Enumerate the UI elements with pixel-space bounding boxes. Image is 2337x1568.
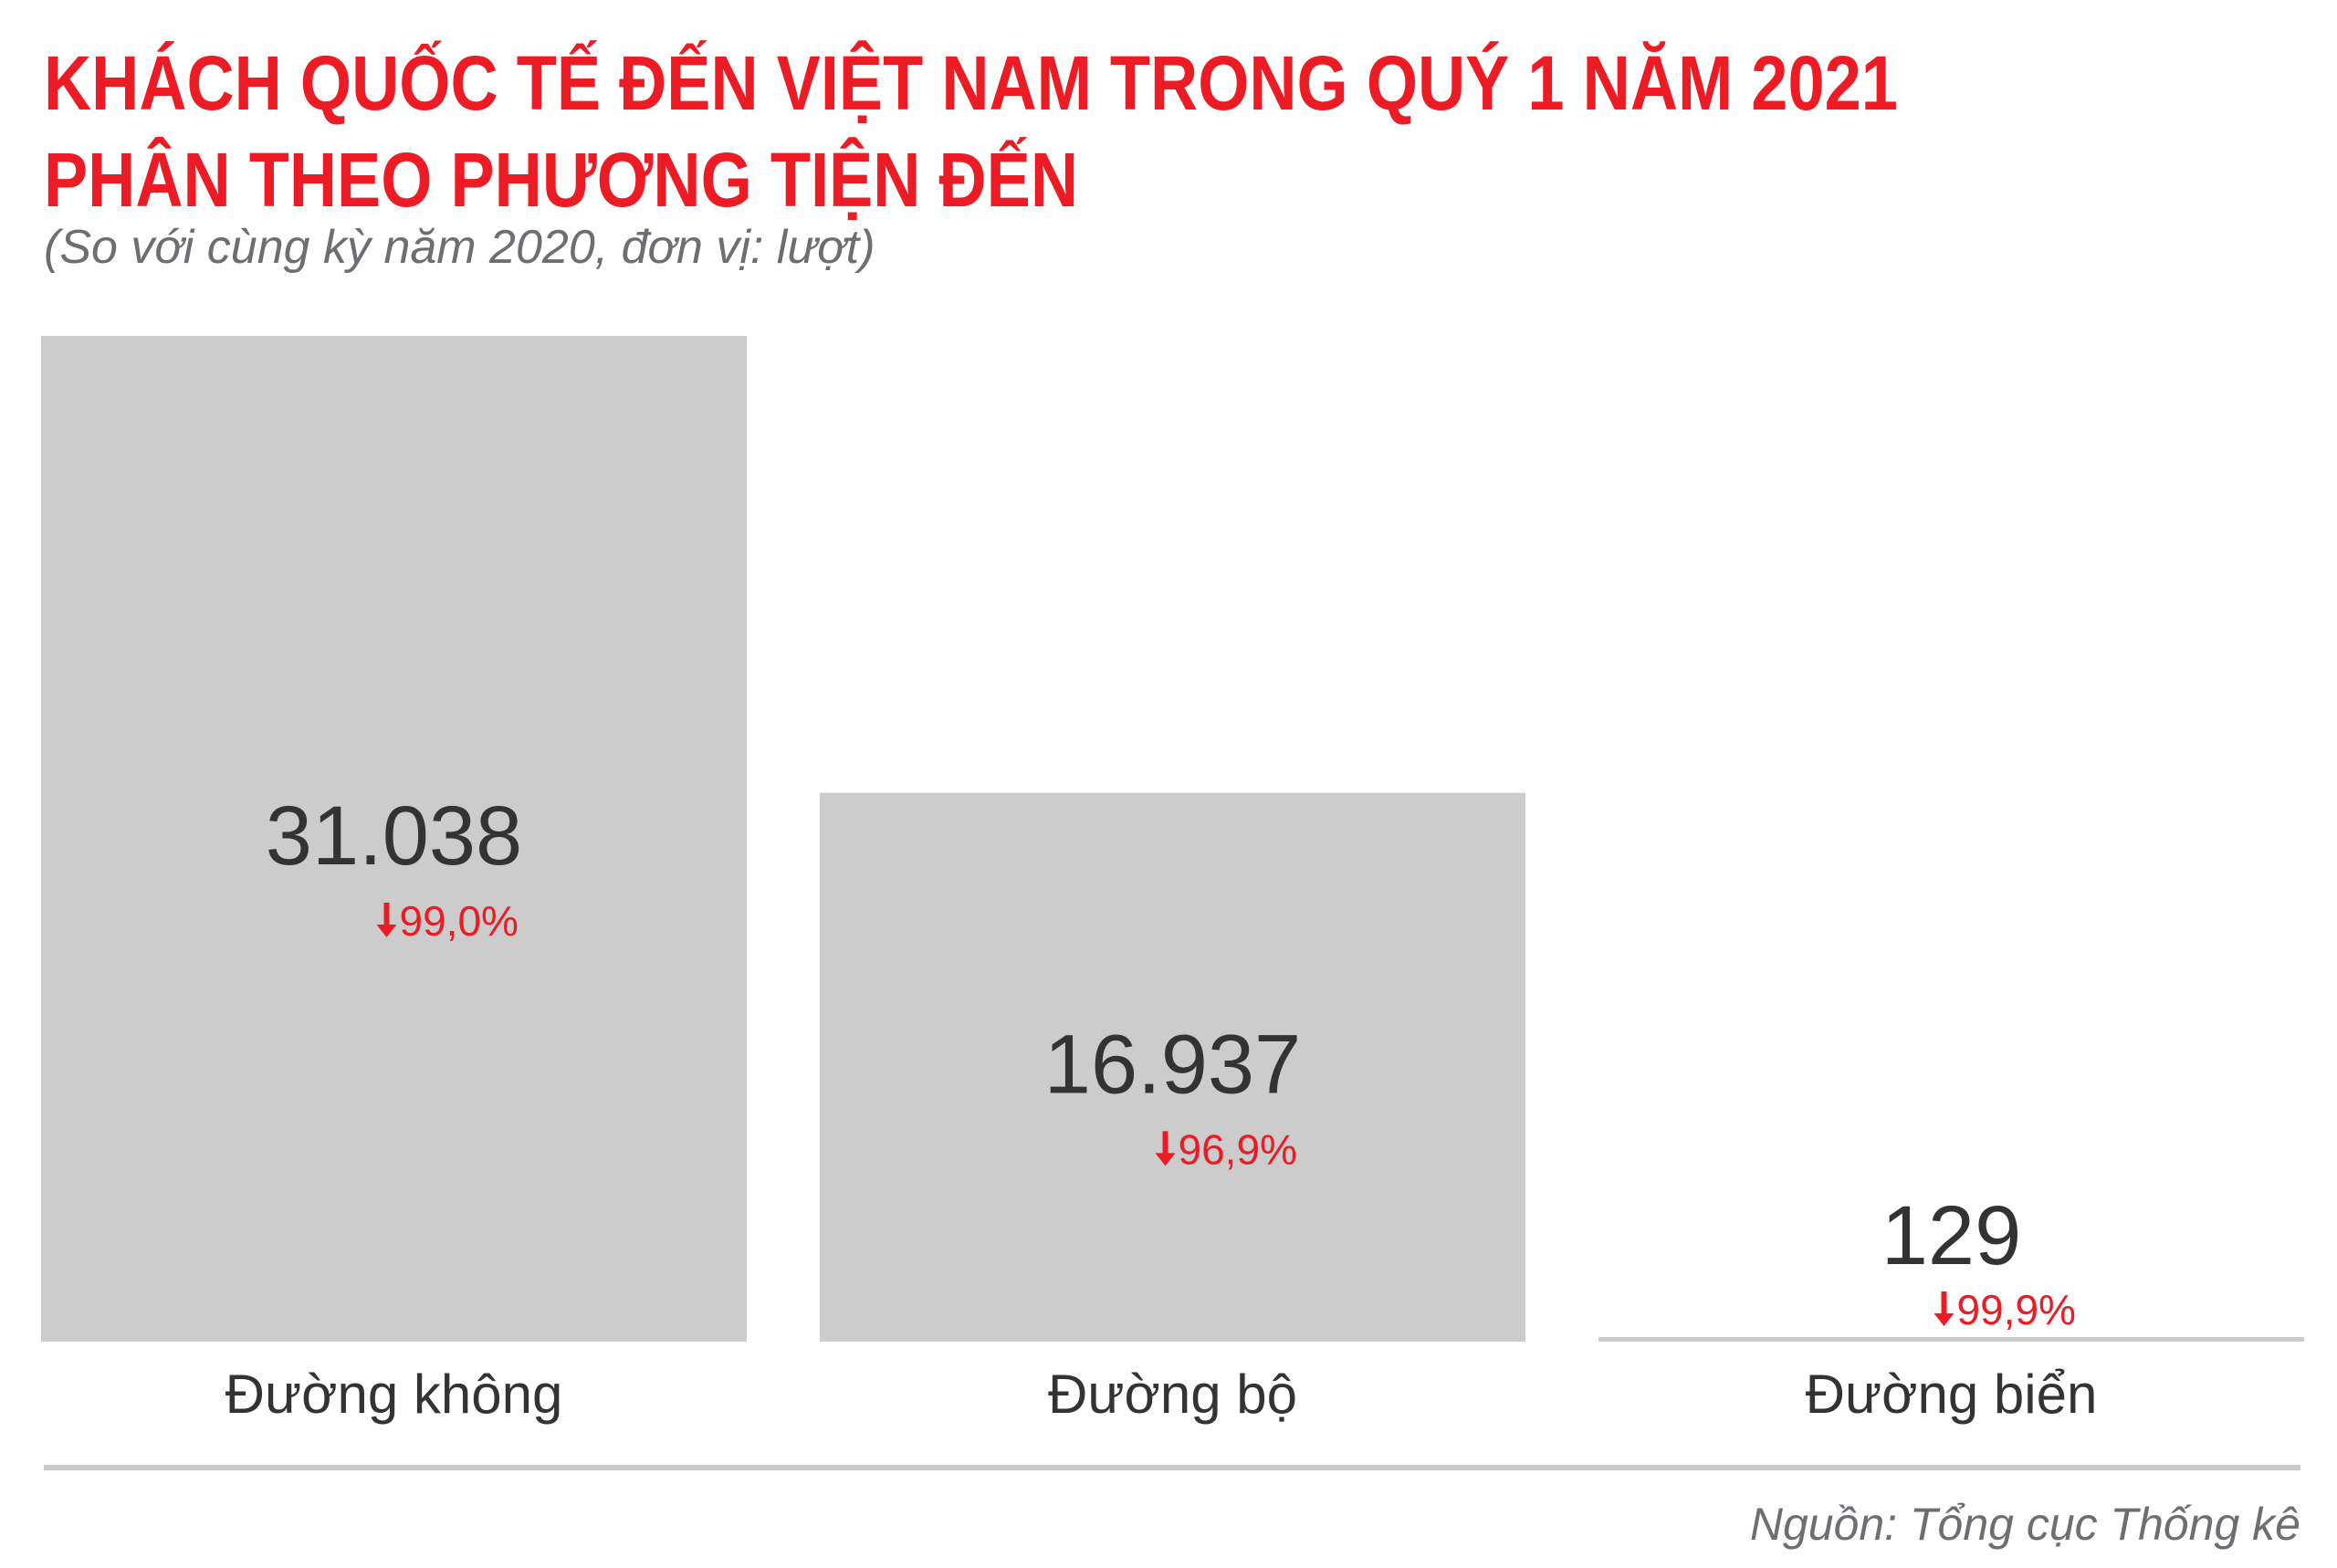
arrow-down-icon: [1155, 1131, 1176, 1166]
chart-subtitle: (So với cùng kỳ năm 2020, đơn vị: lượt): [44, 221, 875, 274]
category-label: Đường biển: [1806, 1364, 2098, 1425]
bars-group: [41, 336, 2304, 1342]
arrow-down-icon: [1934, 1291, 1954, 1326]
value-label: 31.038: [266, 789, 522, 883]
value-label: 129: [1881, 1189, 2022, 1282]
labels-group: 31.038 99,0% Đường không 16.937 96,9% Đường b…: [225, 789, 2098, 1425]
category-label: Đường bộ: [1048, 1364, 1297, 1425]
chart-title-line2: PHÂN THEO PHƯƠNG TIỆN ĐẾN: [44, 137, 1078, 223]
change-label-group: 99,9%: [1934, 1286, 2076, 1333]
change-label: 99,0%: [400, 897, 519, 945]
change-label-group: 96,9%: [1155, 1125, 1297, 1173]
change-label: 96,9%: [1179, 1125, 1297, 1173]
change-label-group: 99,0%: [376, 897, 519, 945]
chart-title-line1: KHÁCH QUỐC TẾ ĐẾN VIỆT NAM TRONG QUÝ 1 N…: [44, 40, 1898, 126]
category-label: Đường không: [225, 1364, 563, 1425]
bar-3: [1598, 1337, 2304, 1342]
chart-title: KHÁCH QUỐC TẾ ĐẾN VIỆT NAM TRONG QUÝ 1 N…: [44, 35, 1898, 228]
change-label: 99,9%: [1957, 1286, 2076, 1333]
bar-1: [41, 336, 747, 1342]
arrow-down-icon: [376, 903, 397, 937]
source-note: Nguồn: Tổng cục Thống kê: [1749, 1499, 2300, 1550]
value-label: 16.937: [1044, 1018, 1301, 1111]
bar-2: [820, 792, 1525, 1342]
